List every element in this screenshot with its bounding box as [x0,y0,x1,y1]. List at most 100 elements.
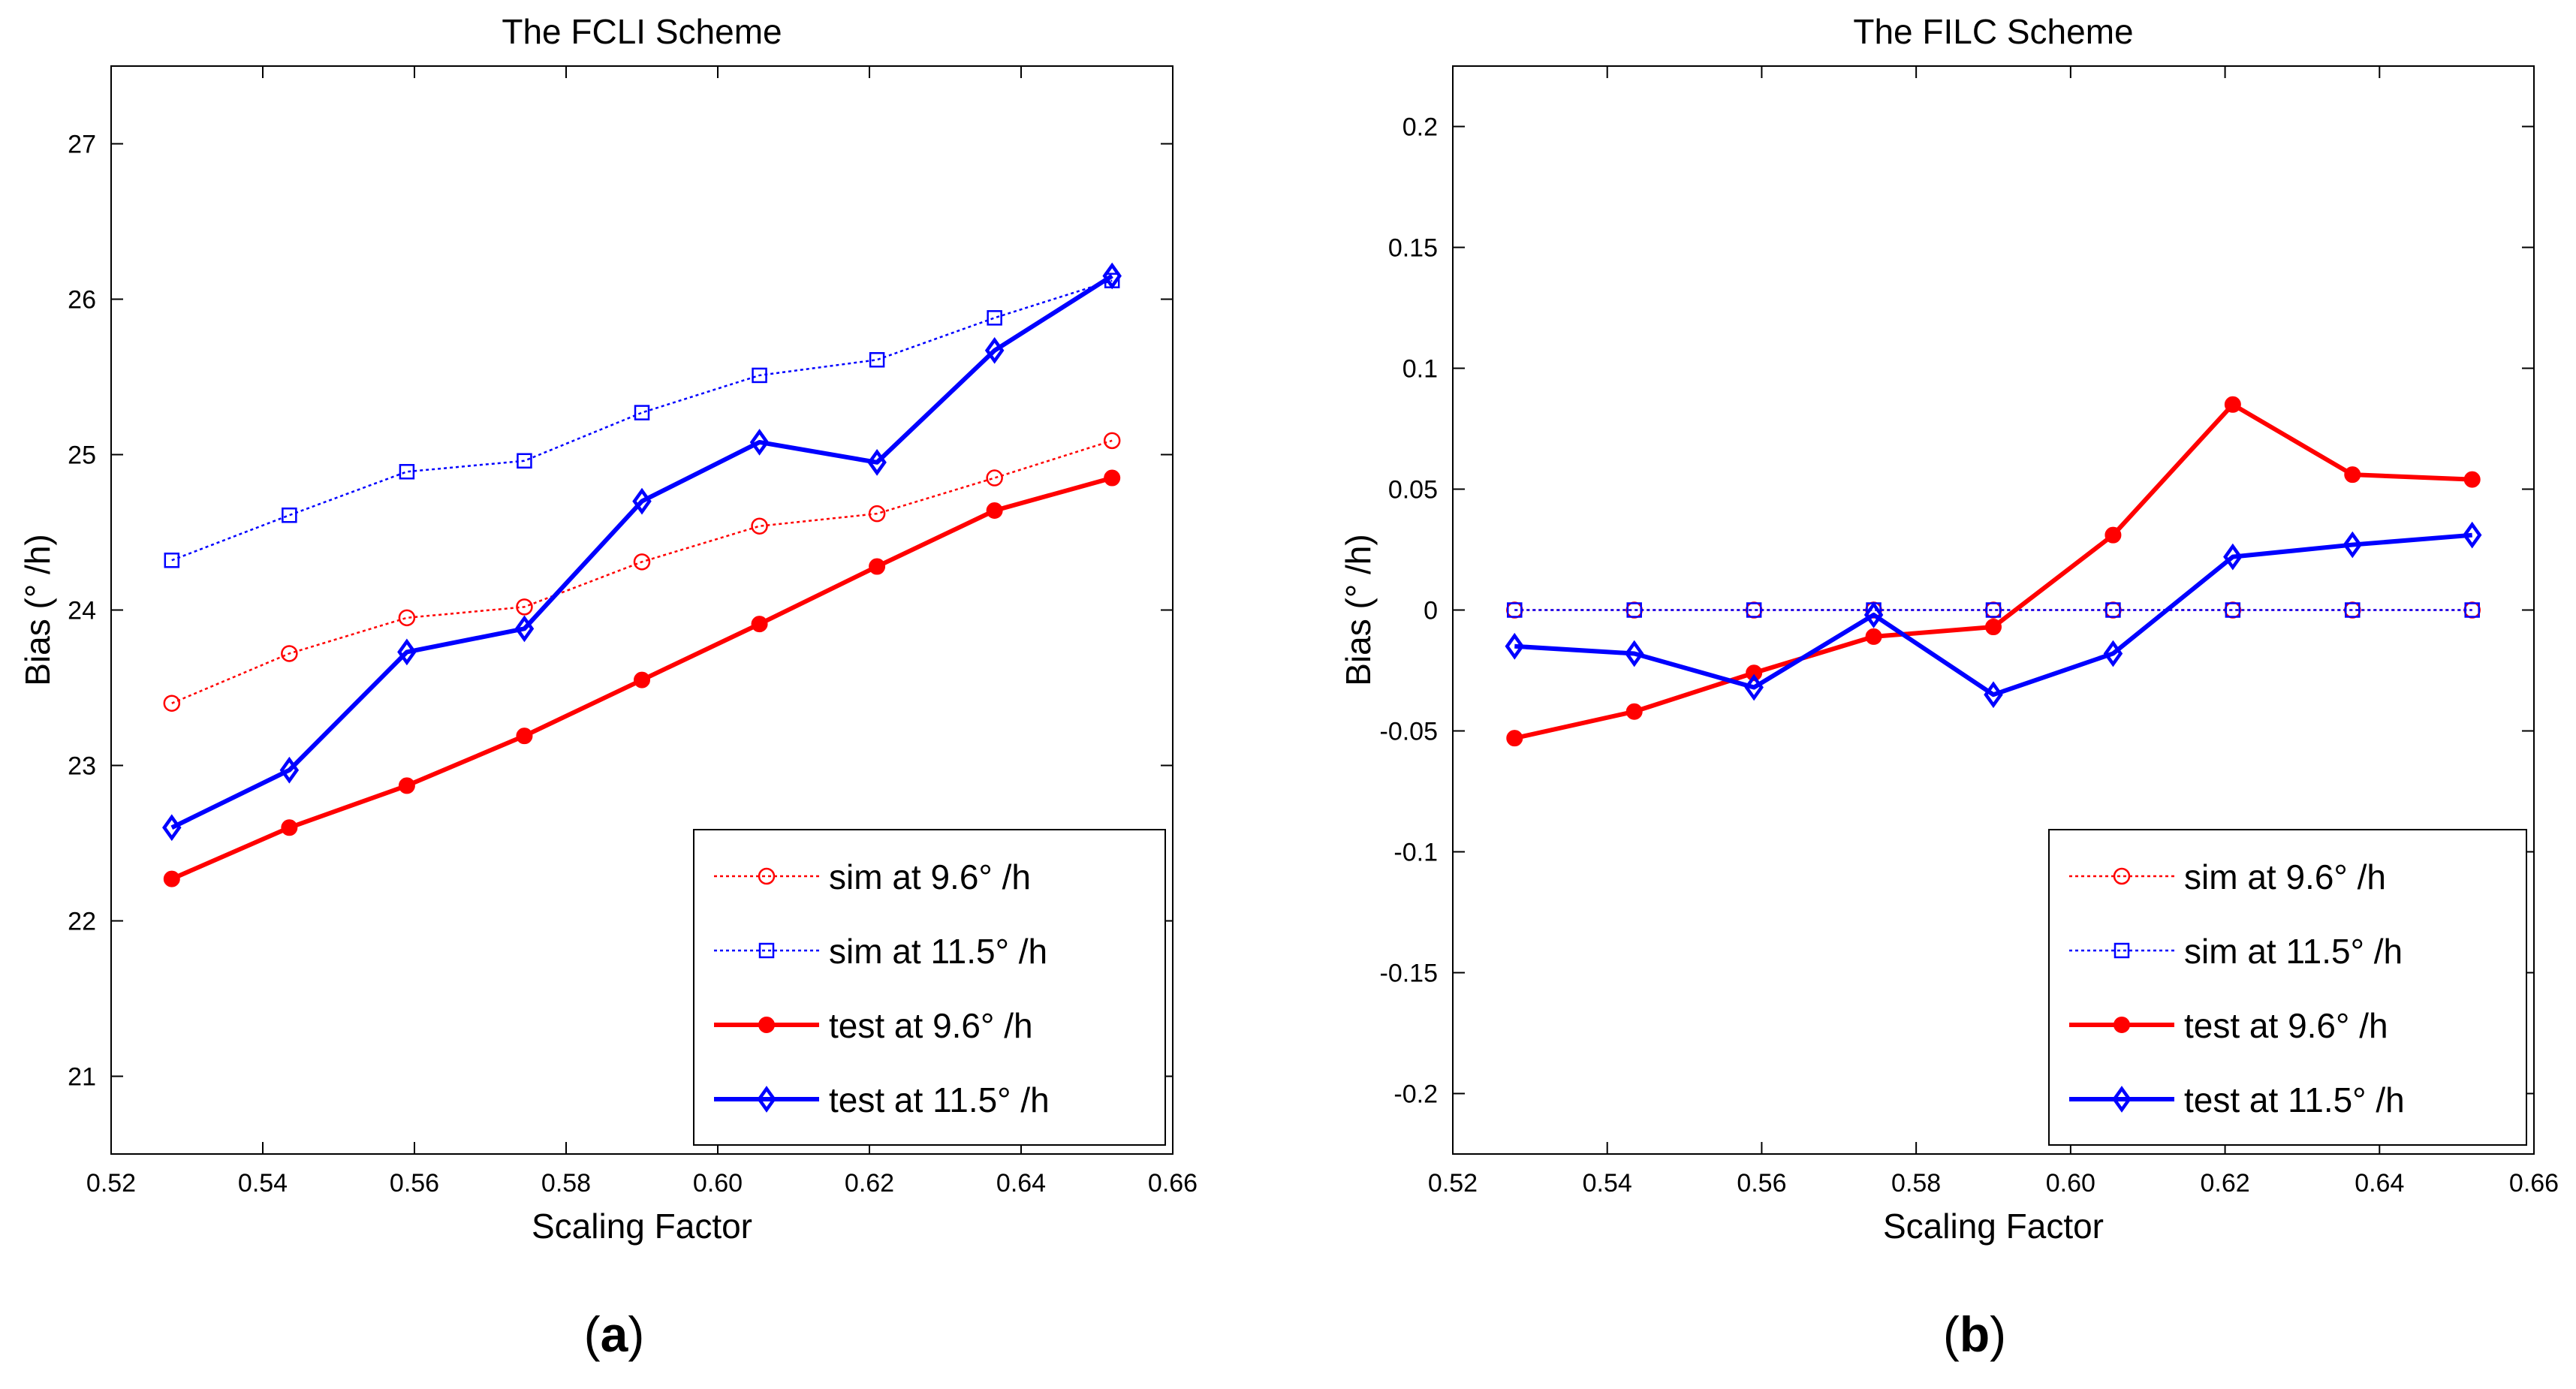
data-point [2225,602,2241,618]
x-tick-label: 0.60 [693,1169,743,1198]
data-point [1985,602,2002,618]
chart-title: The FILC Scheme [1853,12,2133,51]
x-tick-label: 0.56 [1737,1169,1786,1198]
y-tick-label: 0.05 [1388,476,1438,505]
y-tick-label: -0.1 [1393,839,1438,867]
data-point [2104,526,2122,544]
data-point [1102,262,1122,290]
legend-label: sim at 9.6° /h [2184,857,2386,896]
data-point [632,487,652,515]
series-test-at-9-6-h [1506,396,2481,747]
data-point [397,638,417,666]
y-tick-label: 26 [68,286,96,315]
y-tick-label: 25 [68,441,96,470]
series-test-at-11-5-h [1505,521,2482,709]
y-tick-label: 21 [68,1063,96,1092]
y-tick-label: 22 [68,908,96,936]
data-point [1984,601,2002,619]
x-tick-label: 0.54 [1583,1169,1632,1198]
data-point [987,310,1002,326]
y-tick-label: 0.2 [1402,113,1438,142]
legend-label: test at 9.6° /h [2184,1006,2388,1045]
series-sim-at-9-6-h [163,432,1121,712]
data-point [2344,466,2361,484]
y-tick-label: 0.15 [1388,234,1438,263]
y-tick-label: 0 [1424,597,1438,625]
y-axis-label: Bias (° /h) [18,534,57,685]
y-axis-label: Bias (° /h) [1339,534,1378,685]
data-point [869,351,885,368]
series-line [171,279,1113,562]
data-point [2103,640,2123,667]
legend-marker [758,942,775,959]
data-point [1624,640,1644,667]
legend-label: test at 11.5° /h [829,1080,1050,1119]
data-point [516,598,533,616]
data-point [398,609,416,627]
data-point [1746,602,1762,618]
legend-label: sim at 11.5° /h [829,932,1047,971]
data-point [633,553,651,571]
x-tick-label: 0.58 [541,1169,591,1198]
data-point [1505,632,1525,660]
data-point [1746,664,1763,682]
legend: sim at 9.6° /h sim at 11.5° /h test at 9.6… [2048,829,2527,1146]
data-point [634,671,650,688]
x-tick-label: 0.64 [2355,1169,2404,1198]
data-point [2343,531,2363,559]
y-tick-label: -0.15 [1380,960,1439,988]
data-point [2462,521,2482,549]
legend-marker [758,1017,775,1033]
data-point [398,777,415,794]
data-point [517,453,532,469]
data-point [984,336,1005,364]
data-point [751,616,768,633]
data-point [868,505,886,523]
legend-box [2048,829,2527,1146]
data-point [2464,602,2480,618]
chart-panel-a: The FCLI Scheme 0.52 0.54 0.56 0.58 0.60 0.62 0… [18,12,1198,1362]
data-point [1626,602,1642,618]
data-point [279,756,300,784]
data-point [752,367,767,384]
x-axis-label: Scaling Factor [1883,1207,2104,1246]
data-point [281,645,298,662]
data-point [1103,432,1121,450]
data-point [2224,396,2241,413]
legend-marker [2113,867,2131,885]
data-point [399,464,415,480]
y-tick-label: 24 [68,597,96,625]
chart-panel-b: The FILC Scheme 0.52 0.54 0.56 0.58 0.60 0.62 0… [1339,12,2559,1362]
legend-label: test at 9.6° /h [829,1006,1033,1045]
data-point [281,819,298,836]
legend-label: sim at 11.5° /h [2184,932,2403,971]
series-sim-at-11-5-h [1507,602,2480,618]
series-sim-at-11-5-h [164,273,1120,568]
data-point [749,429,770,456]
data-point [516,728,533,745]
legend-label: test at 11.5° /h [2184,1080,2405,1119]
x-tick-label: 0.56 [390,1169,439,1198]
data-point [1863,601,1884,628]
series-test-at-11-5-h [162,262,1122,842]
x-tick-label: 0.52 [86,1169,136,1198]
y-tick-label: 27 [68,131,96,159]
data-point [2345,602,2361,618]
series-line [170,273,1113,830]
data-point [986,469,1003,487]
legend-label: sim at 9.6° /h [829,857,1031,896]
data-point [1745,601,1763,619]
data-point [2223,543,2243,571]
series-test-at-9-6-h [163,469,1121,887]
data-point [1865,628,1882,645]
data-point [751,517,768,535]
data-point [514,615,535,643]
data-point [1984,681,2003,709]
series-line [1514,402,2472,741]
series-line [171,439,1113,704]
legend-marker [757,1086,776,1113]
panel-caption: (b) [1943,1306,2006,1362]
data-point [1744,673,1764,701]
data-point [1985,619,2002,636]
